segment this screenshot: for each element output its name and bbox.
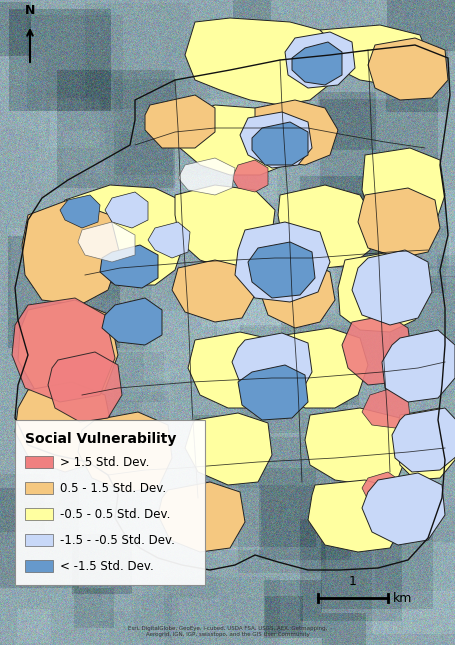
Polygon shape [394,408,454,480]
Polygon shape [100,245,157,288]
Polygon shape [291,42,341,85]
Polygon shape [102,298,162,345]
Polygon shape [105,192,148,228]
Polygon shape [15,382,112,472]
Polygon shape [185,413,271,485]
Polygon shape [259,260,334,328]
Polygon shape [314,55,341,80]
Polygon shape [381,330,454,402]
Polygon shape [254,100,337,165]
Polygon shape [145,95,214,148]
Polygon shape [234,222,329,302]
Bar [15,420,205,585]
Polygon shape [351,250,431,325]
Polygon shape [367,38,447,100]
Polygon shape [78,222,135,262]
Text: < -1.5 Std. Dev.: < -1.5 Std. Dev. [60,559,153,573]
Polygon shape [232,333,311,402]
Polygon shape [391,408,455,472]
Polygon shape [187,332,284,408]
Polygon shape [319,25,429,85]
Polygon shape [278,185,374,268]
Polygon shape [304,408,409,485]
Text: km: km [392,591,411,604]
Polygon shape [361,472,401,505]
Polygon shape [239,112,311,168]
Text: > 1.5 Std. Dev.: > 1.5 Std. Dev. [60,455,149,468]
Polygon shape [185,18,339,105]
Polygon shape [357,188,439,258]
Polygon shape [284,32,354,88]
Bar [25,482,53,494]
Bar [25,534,53,546]
Polygon shape [238,365,307,420]
Polygon shape [12,298,115,402]
Text: 1: 1 [348,575,356,588]
Polygon shape [60,195,100,228]
Text: N: N [25,4,35,17]
Polygon shape [361,473,444,545]
Bar [25,560,53,572]
Bar [25,456,53,468]
Polygon shape [55,185,185,285]
Polygon shape [172,260,254,322]
Polygon shape [252,122,307,165]
Polygon shape [341,315,411,385]
Polygon shape [22,200,120,305]
Bar [25,508,53,520]
Text: Esri, DigitalGlobe, GeoEye, i-cubed, USDA FSA, USGS, AEX, Getmapping,
Aerogrid, : Esri, DigitalGlobe, GeoEye, i-cubed, USD… [128,626,327,637]
Polygon shape [361,388,409,428]
Text: 0.5 - 1.5 Std. Dev.: 0.5 - 1.5 Std. Dev. [60,482,166,495]
Polygon shape [361,148,444,235]
Polygon shape [232,160,268,192]
Polygon shape [278,328,367,408]
Polygon shape [48,352,122,422]
Polygon shape [307,480,404,552]
Polygon shape [337,252,424,332]
Polygon shape [175,105,294,175]
Polygon shape [157,482,244,552]
Polygon shape [248,242,314,298]
Text: Social Vulnerability: Social Vulnerability [25,432,176,446]
Polygon shape [177,158,234,195]
Text: -1.5 - -0.5 Std. Dev.: -1.5 - -0.5 Std. Dev. [60,533,174,546]
Text: -0.5 - 0.5 Std. Dev.: -0.5 - 0.5 Std. Dev. [60,508,170,521]
Polygon shape [18,300,118,400]
Polygon shape [78,412,172,492]
Polygon shape [175,185,274,270]
Polygon shape [148,222,190,258]
